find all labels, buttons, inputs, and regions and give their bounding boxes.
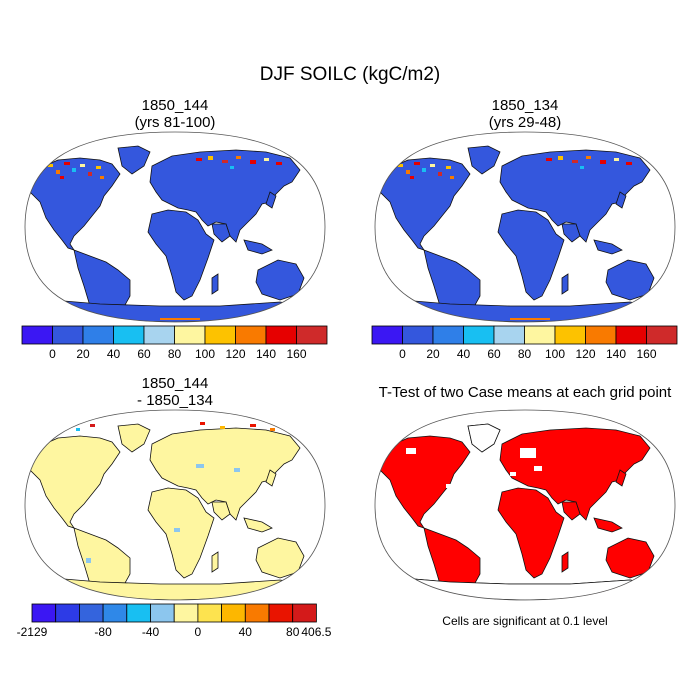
panel-3-land — [25, 423, 319, 600]
cb3-box-11 — [292, 603, 317, 623]
cb2-tick-label-0: 0 — [399, 347, 406, 361]
cb1-box-5 — [174, 325, 206, 345]
panel-2-land — [375, 145, 669, 322]
cb1-box-7 — [235, 325, 267, 345]
panel-2-title: 1850_134 (yrs 29-48) — [425, 97, 625, 131]
cb2-box-5 — [524, 325, 556, 345]
cb3-box-5 — [150, 603, 175, 623]
panel-2-title-line1: 1850_134 — [491, 97, 559, 114]
cb1-tick-label-8: 160 — [286, 347, 306, 361]
cb2-tick-label-4: 80 — [518, 347, 532, 361]
cb2-tick-label-2: 40 — [457, 347, 471, 361]
cb1-box-9 — [296, 325, 328, 345]
cb3-box-4 — [126, 603, 151, 623]
panel-1-colorbar: 0 20 40 60 80 100 120 140 160 — [21, 325, 328, 361]
cb1-tick-label-0: 0 — [49, 347, 56, 361]
cb1-tick-label-1: 20 — [76, 347, 90, 361]
cb3-tick-label-5: 80 — [286, 625, 300, 639]
panel-1-map — [24, 131, 326, 323]
panel-3-title-line1: 1850_144 — [141, 375, 209, 392]
cb2-box-1 — [402, 325, 434, 345]
panel-1-title-line2: (yrs 81-100) — [134, 114, 216, 131]
panel-1-title: 1850_144 (yrs 81-100) — [75, 97, 275, 131]
cb3-tick-label-3: 0 — [195, 625, 202, 639]
cb2-box-0 — [371, 325, 403, 345]
panel-4-title-line1: T-Test of two Case means at each grid po… — [378, 384, 672, 401]
panel-3-colorbar: -2129 -80 -40 0 40 80 406.5 — [17, 603, 332, 639]
cb1-tick-label-7: 140 — [256, 347, 276, 361]
cb1-tick-label-4: 80 — [168, 347, 182, 361]
cb1-box-1 — [52, 325, 84, 345]
panel-3-title-line2: - 1850_134 — [137, 392, 213, 409]
cb2-box-6 — [554, 325, 586, 345]
cb3-box-2 — [79, 603, 104, 623]
cb3-box-0 — [31, 603, 57, 623]
cb1-box-8 — [265, 325, 297, 345]
cb2-box-9 — [646, 325, 678, 345]
panel-4-title: T-Test of two Case means at each grid po… — [355, 384, 695, 401]
cb2-box-8 — [615, 325, 647, 345]
cb2-box-4 — [493, 325, 525, 345]
cb1-box-6 — [204, 325, 236, 345]
cb3-box-6 — [173, 603, 199, 623]
panel-2-colorbar: 0 20 40 60 80 100 120 140 160 — [371, 325, 678, 361]
cb1-tick-label-5: 100 — [195, 347, 215, 361]
cb3-tick-label-0: -2129 — [17, 625, 48, 639]
cb3-box-9 — [244, 603, 270, 623]
panel-1-land — [25, 145, 319, 322]
panel-2-title-line2: (yrs 29-48) — [488, 114, 562, 131]
cb3-box-7 — [197, 603, 222, 623]
cb1-box-0 — [21, 325, 53, 345]
cb3-tick-label-4: 40 — [239, 625, 253, 639]
cb1-box-2 — [82, 325, 114, 345]
cb2-box-7 — [585, 325, 617, 345]
cb2-tick-label-5: 100 — [545, 347, 565, 361]
cb1-box-3 — [113, 325, 145, 345]
cb2-tick-label-8: 160 — [636, 347, 656, 361]
panel-3-title: 1850_144 - 1850_134 — [75, 375, 275, 409]
cb1-tick-label-6: 120 — [225, 347, 245, 361]
cb1-box-4 — [143, 325, 175, 345]
cb2-tick-label-7: 140 — [606, 347, 626, 361]
cb1-tick-label-2: 40 — [107, 347, 121, 361]
cb3-box-3 — [102, 603, 128, 623]
panel-3-map — [24, 409, 326, 601]
panel-4-map — [374, 409, 676, 601]
cb2-box-3 — [463, 325, 495, 345]
panel-2-map — [374, 131, 676, 323]
cb2-box-2 — [432, 325, 464, 345]
cb3-box-1 — [55, 603, 80, 623]
cb3-box-10 — [268, 603, 294, 623]
cb2-tick-label-3: 60 — [487, 347, 501, 361]
cb1-tick-label-3: 60 — [137, 347, 151, 361]
main-title: DJF SOILC (kgC/m2) — [259, 64, 441, 85]
panel-1-title-line1: 1850_144 — [141, 97, 209, 114]
cb2-tick-label-6: 120 — [575, 347, 595, 361]
cb3-box-8 — [221, 603, 246, 623]
cb3-tick-label-6: 406.5 — [301, 625, 331, 639]
significance-note: Cells are significant at 0.1 level — [442, 614, 608, 628]
cb3-tick-label-2: -40 — [142, 625, 160, 639]
cb3-tick-label-1: -80 — [94, 625, 112, 639]
cb2-tick-label-1: 20 — [426, 347, 440, 361]
